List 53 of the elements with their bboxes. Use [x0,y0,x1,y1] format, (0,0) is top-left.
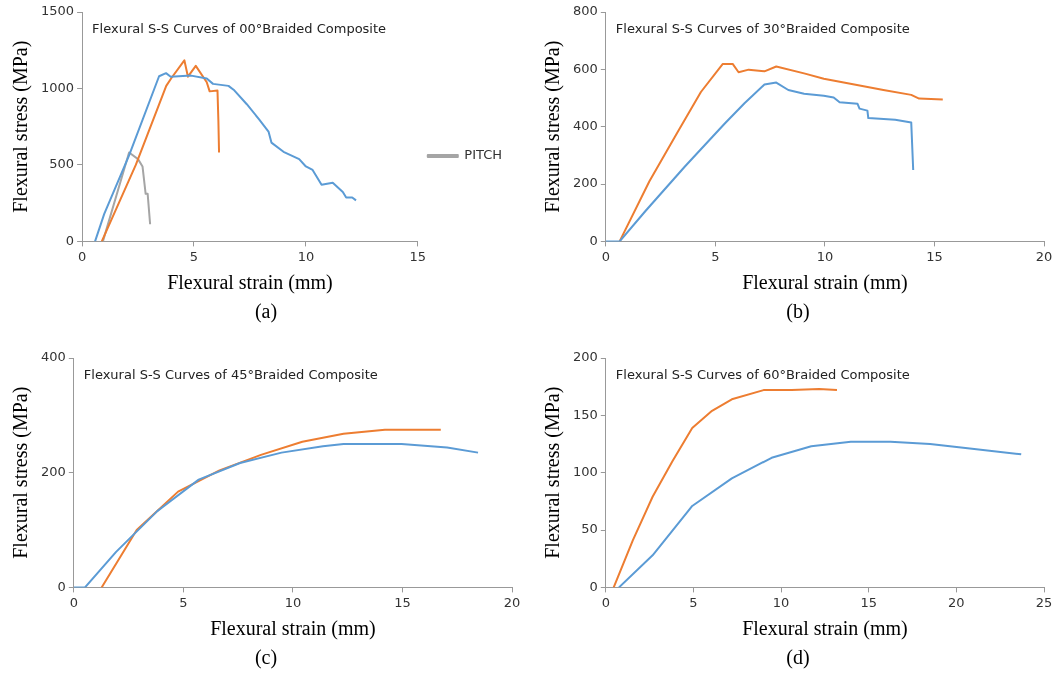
x-tick-label: 25 [1035,594,1053,610]
y-tick-label: 0 [65,232,75,248]
y-tick-label: 0 [589,578,598,594]
y-tick-label: 200 [572,175,598,191]
x-tick-label: 10 [297,248,315,264]
legend-label: PITCH [464,147,503,163]
y-axis-title: Flexural stress (MPa) [541,40,565,213]
x-tick-label: 10 [816,248,834,264]
text: Flexural S-S Curves of 45°Braided Composite [83,367,378,383]
y-tick-label: 0 [57,578,66,594]
y-tick-label: 800 [572,3,598,19]
x-tick-label: 20 [948,594,965,610]
y-tick-label: 400 [572,118,598,134]
text: Flexural S-S Curves of 30°Braided Composite [615,21,910,37]
x-tick-label: 20 [1035,248,1053,264]
y-axis-title: Flexural stress (MPa) [9,386,33,559]
y-tick-label: 0 [589,232,598,248]
x-tick-label: 5 [179,594,188,610]
y-tick-label: 400 [40,349,66,365]
text: (a) [253,300,279,323]
y-tick-label: 150 [572,406,598,422]
y-axis-title: Flexural stress (MPa) [9,40,33,213]
x-tick-label: 15 [860,594,877,610]
x-axis-title: Flexural strain (mm) [742,617,908,641]
x-tick-label: 0 [77,248,87,264]
x-tick-label: 20 [503,594,521,610]
y-tick-label: 100 [572,464,598,480]
y-axis-title: Flexural stress (MPa) [541,386,565,559]
text: (c) [253,646,279,669]
text: Flexural S-S Curves of 60°Braided Composite [615,367,910,383]
y-tick-label: 600 [572,60,598,76]
x-axis-title: Flexural strain (mm) [210,617,376,641]
x-tick-label: 15 [926,248,943,264]
y-tick-label: 50 [581,521,598,537]
y-tick-label: 200 [572,349,598,365]
y-tick-label: 1500 [40,3,75,19]
text: (b) [785,300,811,323]
x-tick-label: 10 [772,594,790,610]
text: (d) [785,646,811,669]
y-tick-label: 200 [40,464,66,480]
x-tick-label: 10 [284,594,302,610]
x-tick-label: 15 [409,248,427,264]
x-tick-label: 0 [601,248,610,264]
text: Flexural S-S Curves of 00°Braided Composite [92,21,387,37]
x-tick-label: 5 [189,248,199,264]
x-tick-label: 15 [394,594,411,610]
x-axis-title: Flexural strain (mm) [742,271,908,295]
x-axis-title: Flexural strain (mm) [167,271,333,295]
x-tick-label: 0 [601,594,610,610]
y-tick-label: 500 [49,156,75,172]
x-tick-label: 5 [711,248,720,264]
x-tick-label: 5 [689,594,698,610]
y-tick-label: 1000 [40,79,75,95]
